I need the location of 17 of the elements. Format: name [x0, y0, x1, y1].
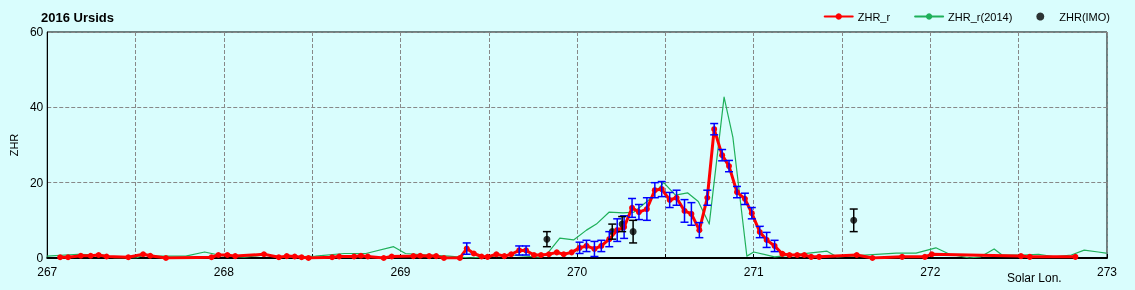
chart-title: 2016 Ursids [41, 10, 114, 25]
x-tick-label: 272 [920, 265, 941, 279]
y-axis-title: ZHR [7, 133, 20, 157]
x-tick-label: 270 [567, 265, 588, 279]
y-tick-label: 60 [29, 25, 44, 39]
x-axis-title: Solar Lon. [1007, 271, 1062, 285]
legend-label: ZHR_r [857, 10, 891, 23]
x-tick-label: 273 [1096, 265, 1118, 279]
legend-label: ZHR_r(2014) [948, 10, 1013, 23]
y-tick-label: 40 [29, 100, 44, 115]
x-tick-label: 267 [37, 265, 58, 279]
legend-label: ZHR(IMO) [1059, 10, 1111, 23]
x-tick-label: 268 [213, 265, 235, 279]
y-tick-label: 0 [36, 251, 44, 265]
x-tick-label: 269 [390, 265, 411, 279]
x-tick-label: 271 [743, 265, 765, 279]
y-tick-label: 20 [29, 175, 44, 190]
